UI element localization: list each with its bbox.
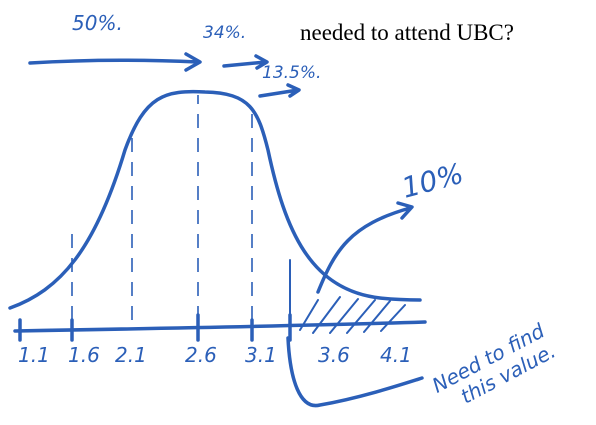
axis-label: 1.1 bbox=[18, 343, 50, 367]
axis-label: 3.1 bbox=[245, 343, 277, 367]
axis-label: 2.1 bbox=[115, 343, 147, 367]
question-text: needed to attend UBC? bbox=[300, 20, 514, 45]
normal-curve bbox=[10, 92, 420, 308]
annotation: 50%. bbox=[72, 11, 123, 35]
annotation: 10% bbox=[398, 157, 467, 205]
axis-label: 2.6 bbox=[185, 343, 217, 367]
x-axis bbox=[15, 322, 425, 331]
axis-label: 1.6 bbox=[68, 343, 100, 367]
axis-label: 3.6 bbox=[318, 343, 350, 367]
arrow bbox=[260, 85, 299, 96]
arrow bbox=[30, 54, 200, 70]
note: Need to find this value. bbox=[428, 318, 559, 418]
sd-lines bbox=[72, 95, 252, 320]
axis-label: 4.1 bbox=[380, 343, 412, 367]
annotation: 34%. bbox=[203, 23, 246, 43]
axis-labels: 1.1 1.6 2.1 2.6 3.1 3.6 4.1 bbox=[18, 343, 412, 367]
arrow bbox=[224, 56, 267, 68]
annotation: 13.5%. bbox=[262, 63, 321, 83]
diagram: needed to attend UBC? 50%. 34%. 13.5%. 1… bbox=[0, 0, 596, 425]
